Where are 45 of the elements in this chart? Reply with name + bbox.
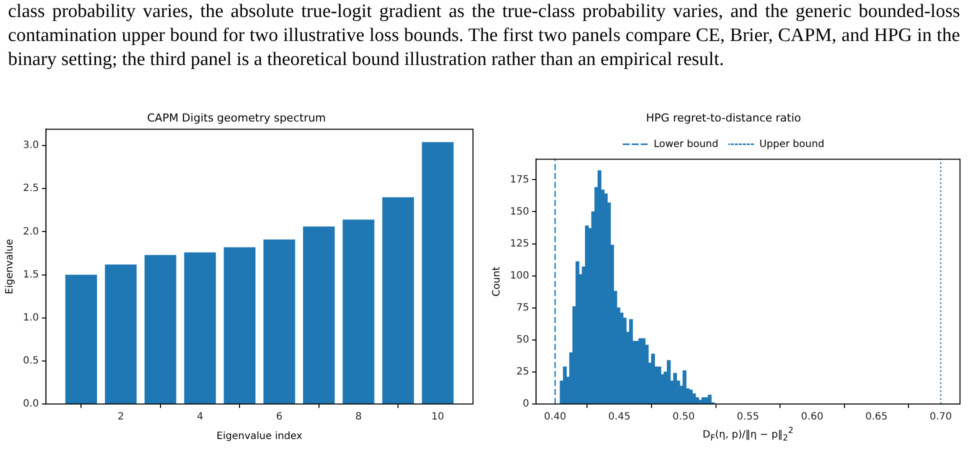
x-tick-label: 0.60: [801, 412, 824, 423]
x-tick-label: 10: [431, 412, 444, 423]
legend-label: Lower bound: [654, 138, 718, 150]
legend-label: Upper bound: [759, 138, 824, 150]
x-tick-label: 0.65: [865, 412, 888, 423]
chart-title: CAPM Digits geometry spectrum: [147, 111, 326, 124]
y-tick-label: 2.5: [22, 183, 39, 194]
y-tick-label: 1.0: [22, 312, 39, 324]
x-axis-title: Eigenvalue index: [216, 431, 302, 442]
bar: [224, 247, 256, 404]
y-tick-label: 175: [510, 174, 530, 186]
y-axis-title: Eigenvalue: [4, 238, 16, 294]
bar: [263, 239, 296, 404]
x-tick-label: 0.45: [608, 412, 631, 423]
x-tick-label: 4: [196, 412, 204, 423]
y-tick-label: 125: [510, 238, 530, 250]
y-tick-label: 3.0: [22, 140, 39, 152]
y-tick-label: 0.5: [22, 356, 39, 367]
bar: [382, 197, 414, 404]
x-tick-label: 0.40: [544, 412, 566, 423]
x-tick-label: 6: [276, 412, 282, 423]
bar: [104, 264, 137, 404]
y-tick-label: 150: [510, 206, 530, 218]
chart-title: HPG regret-to-distance ratio: [646, 111, 802, 124]
y-tick-label: 75: [516, 302, 530, 314]
bar: [144, 254, 176, 404]
y-tick-label: 25: [516, 366, 530, 378]
bar: [342, 220, 374, 404]
bar: [65, 274, 98, 404]
bar: [303, 226, 335, 404]
x-tick-label: 8: [355, 412, 362, 423]
y-tick-label: 0.0: [22, 398, 39, 410]
y-tick-label: 100: [510, 270, 530, 282]
bar: [184, 252, 216, 404]
y-tick-label: 2.0: [22, 226, 39, 238]
y-axis-title: Count: [492, 266, 503, 296]
y-tick-label: 50: [516, 334, 530, 346]
y-tick-label: 1.5: [22, 269, 39, 280]
x-tick-label: 0.55: [736, 412, 760, 423]
y-tick-label: 0: [522, 398, 530, 410]
text: class probability varies, the absolute true-logit gradient as the true-class probability varies, and the generic bounded-loss contamination upper bound for two illustrative loss bounds. The first two panels compare CE, Brier, CAPM, and HPG in the binary setting; the third panel is a theoretical bound illustration rather than an empirical result.: [8, 0, 960, 72]
x-tick-label: 0.70: [930, 412, 952, 423]
bar: [422, 142, 454, 404]
x-tick-label: 2: [118, 412, 124, 423]
x-tick-label: 0.50: [672, 412, 695, 423]
